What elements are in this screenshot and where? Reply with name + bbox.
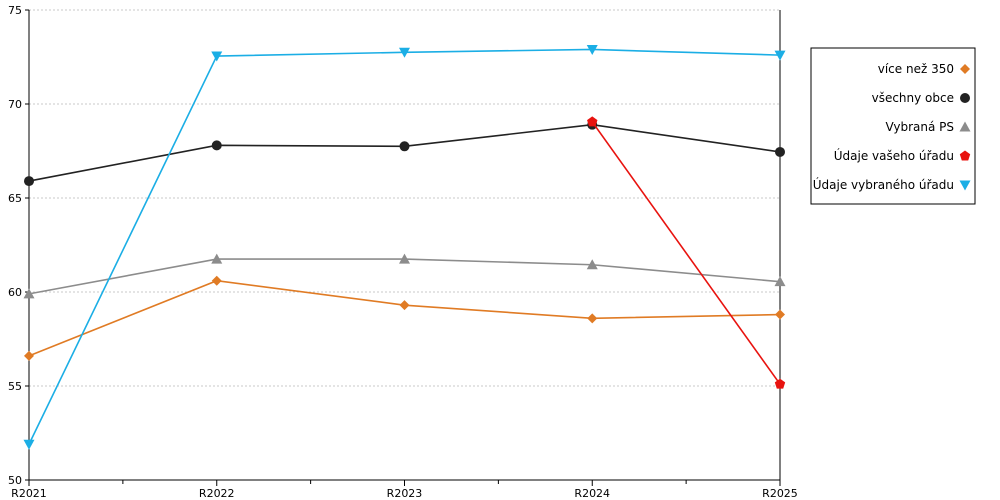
data-point-4-0 <box>23 439 35 450</box>
y-tick-label-55: 55 <box>8 380 22 393</box>
legend-label-0: více než 350 <box>878 62 954 76</box>
series-0 <box>24 275 785 361</box>
legend-label-2: Vybraná PS <box>885 120 954 134</box>
series-lines <box>23 44 786 450</box>
data-point-4-2 <box>399 47 410 58</box>
data-point-0-3 <box>587 313 598 324</box>
y-tick-label-70: 70 <box>8 98 22 111</box>
y-tick-label-60: 60 <box>8 286 22 299</box>
series-line-3 <box>591 121 781 385</box>
legend-item-2: Vybraná PS <box>885 120 971 134</box>
series-line-1 <box>28 123 781 182</box>
data-point-0-0 <box>24 350 34 361</box>
data-point-2-1 <box>211 253 223 264</box>
x-tick-label-R2025: R2025 <box>762 487 798 500</box>
y-tick-label-75: 75 <box>8 4 22 17</box>
data-point-2-0 <box>23 288 35 299</box>
data-point-4-1 <box>211 51 223 62</box>
data-point-2-4 <box>774 276 786 287</box>
data-point-4-4 <box>774 50 786 61</box>
legend: více než 350 všechny obce Vybraná PS Údaje … <box>810 47 976 205</box>
legend-item-4: Údaje vybraného úřadu <box>813 177 971 192</box>
x-tick-label-R2023: R2023 <box>387 487 423 500</box>
data-point-1-2 <box>399 141 410 152</box>
data-point-0-4 <box>775 309 785 320</box>
legend-marker-1 <box>960 93 970 103</box>
data-point-0-2 <box>399 300 410 311</box>
series-3 <box>587 116 786 389</box>
data-point-3-4 <box>774 378 786 389</box>
legend-marker-0 <box>960 64 970 74</box>
series-1 <box>24 119 785 187</box>
legend-label-3: Údaje vašeho úřadu <box>834 148 954 163</box>
y-tick-label-65: 65 <box>8 192 22 205</box>
x-tick-label-R2021: R2021 <box>11 487 47 500</box>
data-point-4-3 <box>586 44 598 55</box>
grid-lines <box>29 9 780 387</box>
axes: 50 55 60 65 70 75 R2021 R2022 R2023 R2024 R2025 <box>8 4 798 500</box>
legend-box <box>810 47 976 205</box>
data-point-2-3 <box>586 259 598 270</box>
legend-item-1: všechny obce <box>872 91 970 105</box>
series-4 <box>23 44 786 450</box>
data-point-1-0 <box>24 176 34 187</box>
data-point-3-3 <box>587 116 598 127</box>
data-point-2-2 <box>399 253 410 264</box>
data-point-1-4 <box>775 146 785 157</box>
legend-item-3: Údaje vašeho úřadu <box>834 148 971 163</box>
legend-label-4: Údaje vybraného úřadu <box>813 177 954 192</box>
data-point-1-1 <box>211 140 222 151</box>
legend-item-0: více než 350 <box>878 62 970 76</box>
x-tick-label-R2024: R2024 <box>574 487 610 500</box>
legend-label-1: všechny obce <box>872 91 954 105</box>
legend-marker-2 <box>959 121 971 132</box>
series-line-2 <box>28 258 781 295</box>
y-tick-label-50: 50 <box>8 474 22 487</box>
data-point-0-1 <box>211 275 222 286</box>
legend-marker-3 <box>959 150 971 161</box>
series-2 <box>23 253 786 299</box>
x-tick-label-R2022: R2022 <box>199 487 235 500</box>
legend-marker-4 <box>959 180 971 191</box>
series-line-4 <box>28 48 781 445</box>
